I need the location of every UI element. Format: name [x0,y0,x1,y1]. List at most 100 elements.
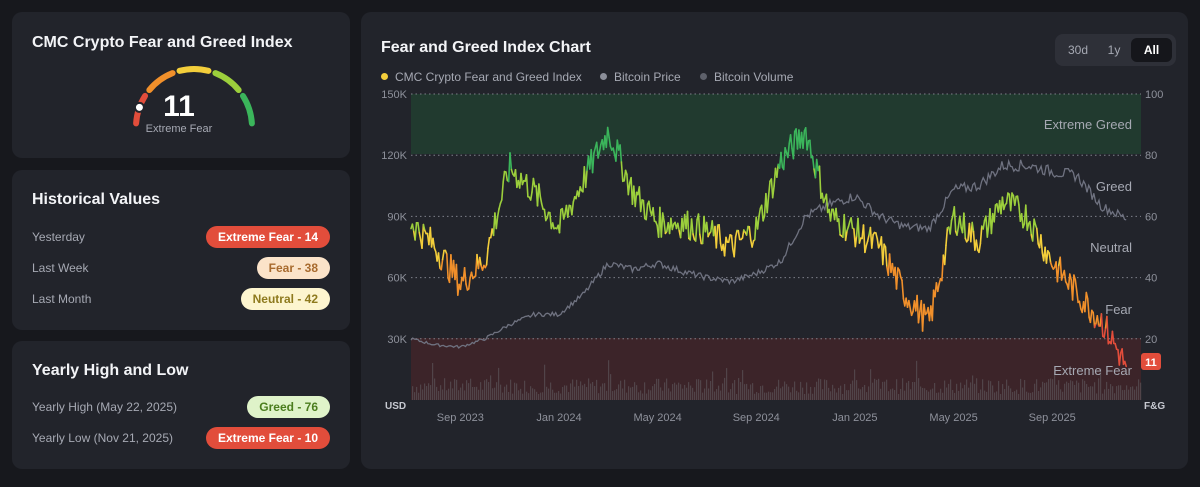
fear-greed-line-segment [540,203,544,210]
volume-bar [758,393,760,400]
fear-greed-line-segment [941,254,945,282]
fear-greed-line-segment [806,140,810,151]
volume-bar [1132,386,1134,400]
legend-fear-greed[interactable]: CMC Crypto Fear and Greed Index [381,70,582,84]
volume-bar [1122,390,1124,400]
volume-bar [930,389,932,400]
volume-bar [1022,387,1024,400]
volume-bar [1010,388,1012,400]
volume-bar [602,383,604,400]
tab-1y[interactable]: 1y [1107,43,1121,57]
fear-greed-line-segment [766,195,770,214]
legend-bitcoin-volume[interactable]: Bitcoin Volume [700,70,793,84]
fear-greed-line-segment [1024,204,1029,231]
volume-bar [788,386,790,400]
fear-greed-line-segment [784,147,788,154]
volume-bar [1110,384,1112,400]
volume-bar [756,392,758,400]
volume-bar [456,379,458,400]
fear-greed-line-segment [993,204,997,223]
volume-bar [934,383,936,400]
volume-bar [846,390,848,400]
volume-bar [1092,386,1094,400]
fear-greed-line-segment [1084,291,1088,313]
volume-bar [1138,379,1140,400]
volume-bar [570,383,572,400]
gauge-value: 11 [163,90,195,123]
volume-bar [860,389,862,400]
volume-bar [438,390,440,400]
volume-bar [664,382,666,400]
volume-bar [732,383,734,400]
volume-bar [1030,392,1032,400]
fear-greed-line-segment [733,236,737,258]
volume-bar [700,380,702,400]
volume-bar [800,381,802,400]
volume-bar [458,390,460,400]
fear-greed-line-segment [943,244,947,266]
volume-bar [472,386,474,400]
volume-bar [562,386,564,400]
fear-greed-line-segment [485,247,489,266]
volume-bar [638,392,640,400]
volume-bar [782,386,784,400]
fear-greed-line-segment [470,271,474,280]
legend-bitcoin-price[interactable]: Bitcoin Price [600,70,681,84]
volume-bar [796,390,798,400]
fear-greed-line-segment [498,202,502,210]
volume-bar [928,391,930,400]
fear-greed-line-segment [686,210,690,240]
fear-greed-line-segment [844,230,848,242]
volume-bar [572,379,574,400]
fear-greed-line-segment [854,235,858,248]
fear-greed-line-segment [514,169,518,189]
volume-bar [976,378,978,400]
fear-greed-chart[interactable]: 150K 120K 90K 60K 30K 100 80 60 40 20 Sep 2023 Jan … [361,12,1188,469]
volume-bar [960,382,962,400]
volume-bar [946,387,948,400]
volume-bar [832,384,834,400]
volume-bar [738,378,740,400]
tab-all[interactable]: All [1131,38,1172,62]
fear-greed-line-segment [1001,196,1005,211]
volume-bar [524,380,526,400]
fear-greed-line-segment [705,221,709,238]
legend-dot-bitcoin-price [600,73,607,80]
zone-extreme-greed-band [411,94,1141,154]
volume-bar [442,389,444,400]
volume-bar [1058,380,1060,400]
fear-greed-line-segment [501,181,504,201]
fear-greed-line-segment [843,213,847,242]
fear-greed-line-segment [440,258,444,271]
fear-greed-line-segment [468,276,471,290]
fear-greed-line-segment [1073,274,1077,281]
tab-30d[interactable]: 30d [1067,43,1089,57]
fear-greed-line-segment [496,208,500,218]
fear-greed-line-segment [1118,352,1122,366]
volume-bar [784,381,786,400]
fear-greed-line-segment [1048,252,1052,264]
fear-greed-line-segment [676,222,681,232]
volume-bar [1042,381,1044,400]
fear-greed-line-segment [870,234,874,249]
volume-bar [420,384,422,400]
volume-bar [658,378,660,400]
fear-greed-line-segment [718,224,722,244]
fear-greed-line-segment [694,218,698,242]
volume-bar [540,392,542,400]
fear-greed-line-segment [837,218,841,236]
fear-greed-line-segment [917,310,921,324]
fear-greed-line-segment [591,152,595,174]
volume-bar [1054,371,1056,400]
volume-bar [546,386,548,400]
historical-values-title: Historical Values [32,191,161,208]
volume-bar [786,384,788,400]
volume-bar [838,387,840,400]
fear-greed-line-segment [776,163,780,178]
volume-bar [530,386,532,400]
yearly-low-label: Yearly Low (Nov 21, 2025) [32,431,173,445]
gauge-segment-3 [176,66,212,74]
fear-greed-line-segment [465,283,469,291]
fear-greed-line-segment [1016,195,1020,206]
fear-greed-line-segment [1089,309,1093,324]
